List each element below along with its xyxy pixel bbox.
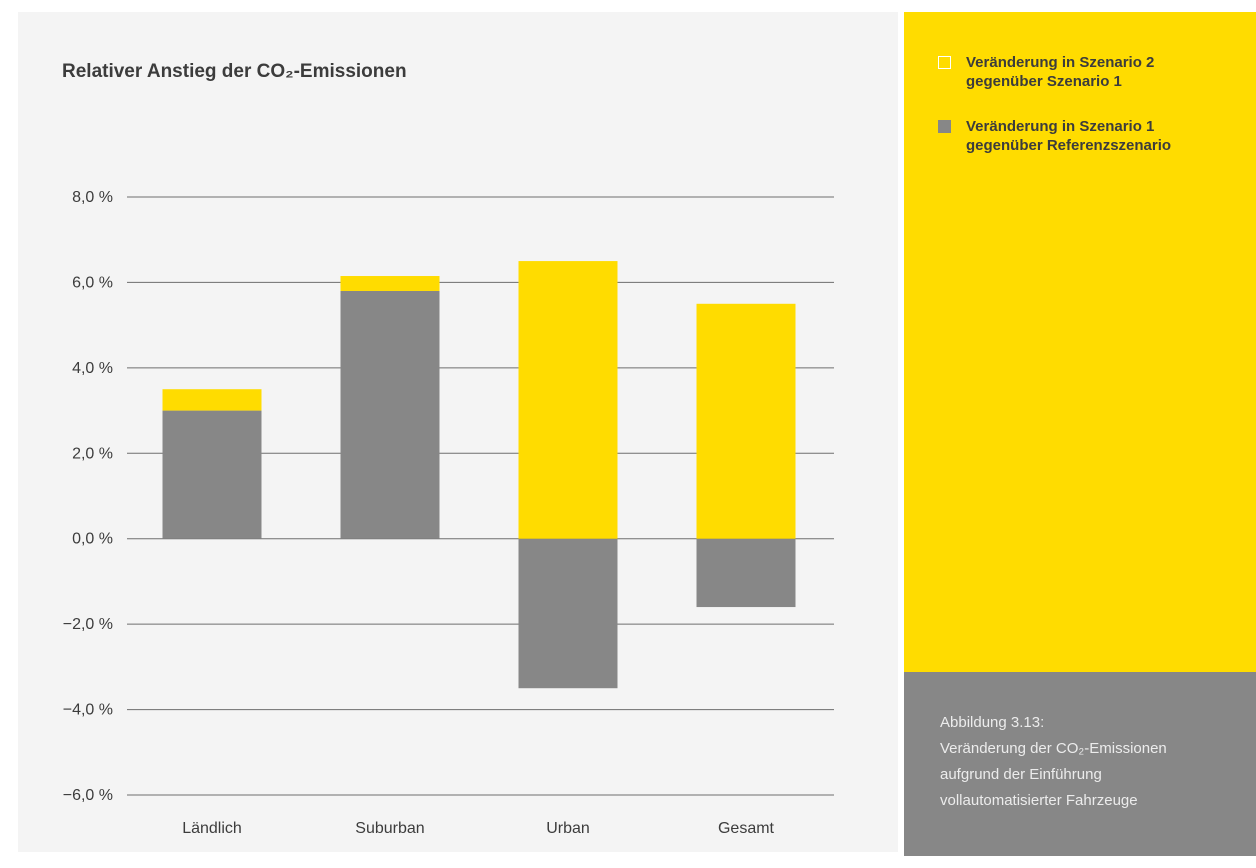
y-tick-label: −4,0 % [63, 702, 113, 719]
bar-segment [162, 410, 262, 539]
y-tick-label: −6,0 % [63, 787, 113, 804]
y-tick-label: 0,0 % [72, 531, 113, 548]
legend-item-szenario-2: Veränderung in Szenario 2 gegenüber Szen… [938, 53, 1246, 91]
y-tick-label: 4,0 % [72, 360, 113, 377]
chart-title: Relativer Anstieg der CO₂-Emissionen [62, 61, 407, 82]
bar-segment [518, 261, 618, 539]
legend-label-line: gegenüber Szenario 1 [966, 73, 1122, 90]
figure-caption: Abbildung 3.13: Veränderung der CO₂-Emis… [940, 710, 1250, 814]
x-category-label: Ländlich [182, 820, 242, 837]
legend-label-szenario-2: Veränderung in Szenario 2 gegenüber Szen… [966, 53, 1246, 91]
legend-swatch-szenario-1 [938, 120, 951, 133]
legend-panel: Veränderung in Szenario 2 gegenüber Szen… [904, 12, 1256, 672]
bar-segment [696, 538, 796, 608]
caption-line: aufgrund der Einführung [940, 766, 1102, 783]
caption-line: Veränderung der CO₂-Emissionen [940, 740, 1167, 757]
caption-line: Abbildung 3.13: [940, 714, 1045, 731]
x-category-label: Suburban [355, 820, 424, 837]
y-tick-label: 6,0 % [72, 274, 113, 291]
legend-item-szenario-1: Veränderung in Szenario 1 gegenüber Refe… [938, 117, 1246, 155]
chart-panel: Relativer Anstieg der CO₂-Emissionen 8,0… [18, 12, 898, 852]
legend-label-line: gegenüber Referenzszenario [966, 137, 1172, 154]
caption-panel: Abbildung 3.13: Veränderung der CO₂-Emis… [904, 672, 1256, 856]
y-tick-label: 8,0 % [72, 189, 113, 206]
y-tick-label: −2,0 % [63, 616, 113, 633]
legend-swatch-szenario-2 [938, 56, 951, 69]
caption-line: vollautomatisierter Fahrzeuge [940, 792, 1138, 809]
legend-label-szenario-1: Veränderung in Szenario 1 gegenüber Refe… [966, 117, 1246, 155]
bar-segment [696, 303, 796, 539]
bar-segment [518, 538, 618, 689]
x-category-label: Gesamt [718, 820, 775, 837]
legend-label-line: Veränderung in Szenario 2 [966, 54, 1155, 71]
bar-chart: 8,0 % 6,0 % 4,0 % 2,0 % 0,0 % −2,0 % −4,0 % −6,… [63, 189, 834, 837]
bar-segment [162, 389, 262, 411]
legend-label-line: Veränderung in Szenario 1 [966, 118, 1155, 135]
y-tick-label: 2,0 % [72, 445, 113, 462]
bar-segment [340, 276, 440, 291]
bar-segment [340, 290, 440, 539]
x-category-label: Urban [546, 820, 590, 837]
